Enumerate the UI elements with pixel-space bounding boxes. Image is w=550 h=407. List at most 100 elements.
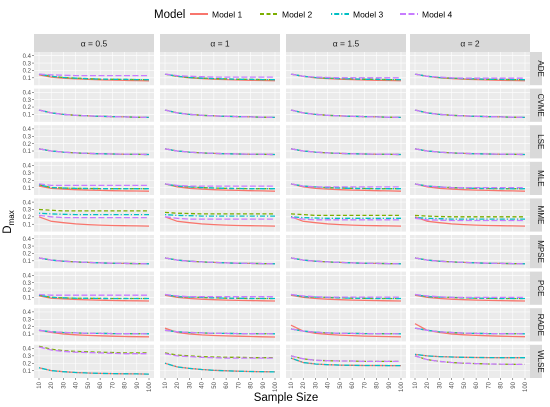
panel-pce-col3 — [286, 271, 406, 305]
series-line-model-2 — [38, 208, 149, 212]
series-line-model-4 — [290, 355, 401, 363]
row-strip-mpse — [528, 235, 542, 269]
series-line-model-3 — [38, 73, 150, 81]
x-tick-label: 70 — [362, 381, 368, 388]
panel-ade-col1 — [34, 52, 154, 86]
panel-mme-col4 — [410, 198, 530, 232]
panel-mpse-col1 — [34, 235, 154, 269]
x-tick-label: 40 — [74, 381, 80, 388]
panel-background — [34, 344, 154, 378]
panel-ade-col2 — [160, 52, 280, 86]
series-line-model-1 — [164, 294, 276, 302]
y-tick-label: 0.2 — [23, 142, 32, 148]
y-axis-title: Dmax — [2, 210, 16, 233]
y-axis-title-sub: max — [7, 210, 16, 225]
panel-rade-col3 — [286, 308, 406, 342]
series-line-model-4 — [290, 148, 402, 156]
series-line-model-4 — [38, 257, 150, 265]
row-strip-rade — [528, 308, 542, 342]
row-strip-wlse — [528, 344, 542, 378]
y-axis-title-main: D — [2, 225, 14, 233]
y-tick-label: 0.3 — [23, 354, 32, 360]
x-tick-label: 10 — [37, 381, 43, 388]
series-line-model-3 — [290, 183, 401, 190]
series-line-model-4 — [290, 328, 402, 335]
x-tick-label: 90 — [261, 381, 267, 388]
y-tick-label: 0.3 — [23, 98, 32, 104]
y-tick-label: 0.3 — [23, 317, 32, 323]
series-line-model-4 — [38, 293, 149, 296]
series-line-model-4 — [290, 293, 401, 298]
panel-wlse-col4: 10 20 30 40 50 60 70 80 90 100 — [410, 344, 530, 392]
panel-cvme-col1 — [34, 88, 154, 122]
series-line-model-1 — [38, 295, 150, 302]
series-line-model-1 — [164, 327, 276, 338]
x-tick-label: 10 — [289, 381, 295, 388]
y-tick-label: 0.1 — [23, 186, 32, 192]
series-line-model-4 — [164, 73, 275, 78]
y-tick-label: 0.4 — [23, 200, 32, 206]
series-line-model-2 — [164, 352, 275, 359]
series-line-model-3 — [164, 293, 275, 300]
series-line-model-4 — [290, 257, 402, 265]
panel-wlse-col3: 10 20 30 40 50 60 70 80 90 100 — [286, 344, 406, 392]
x-tick-label: 80 — [249, 381, 255, 388]
series-line-model-1 — [290, 183, 402, 192]
series-line-model-4 — [164, 216, 275, 220]
series-line-model-4 — [38, 329, 150, 335]
x-tick-label: 50 — [338, 381, 344, 388]
series-line-model-4 — [38, 214, 149, 219]
legend-item-2: Model 2 — [260, 10, 313, 20]
row-strip-label-wlse: WLSE — [536, 350, 545, 373]
panel-mle-col3 — [286, 161, 406, 195]
row-strips: ADE CVME LSE MLE MME MPSE PCE RADE WLSE — [528, 52, 545, 378]
col-strip-3 — [286, 34, 406, 52]
x-tick-label: 40 — [200, 381, 206, 388]
series-line-model-1 — [164, 216, 276, 227]
y-tick-label: 0.4 — [23, 347, 32, 353]
y-tick-label: 0.1 — [23, 332, 32, 338]
y-tick-label: 0.2 — [23, 215, 32, 221]
col-strip-label-2: α = 1 — [210, 39, 230, 49]
series-line-model-4 — [290, 109, 402, 119]
panel-lse-col1 — [34, 125, 154, 159]
y-tick-label: 0.2 — [23, 288, 32, 294]
row-strip-label-lse: LSE — [536, 134, 545, 149]
series-line-model-1 — [38, 329, 150, 338]
x-tick-label: 20 — [301, 381, 307, 388]
panel-lse-col3 — [286, 125, 406, 159]
series-line-model-1 — [38, 185, 150, 192]
panel-cvme-col2 — [160, 88, 280, 122]
panel-background — [34, 125, 154, 159]
panel-background — [34, 271, 154, 305]
panel-background — [286, 125, 406, 159]
col-strip-1 — [34, 34, 154, 52]
panel-mle-col4 — [410, 161, 530, 195]
x-tick-label: 40 — [450, 381, 456, 388]
y-tick-label: 0.4 — [23, 310, 32, 316]
x-tick-label: 10 — [163, 381, 169, 388]
panel-ade-col4 — [410, 52, 530, 86]
panel-wlse-col2: 10 20 30 40 50 60 70 80 90 100 — [160, 344, 280, 392]
panel-mle-col2 — [160, 161, 280, 195]
x-tick-label: 60 — [98, 381, 104, 388]
y-tick-label: 0.4 — [23, 164, 32, 170]
series-line-model-4 — [164, 329, 276, 335]
x-tick-label: 10 — [413, 381, 419, 388]
panel-pce-col1 — [34, 271, 154, 305]
row-strip-mle — [528, 161, 542, 195]
panel-background — [160, 198, 280, 232]
x-tick-label: 100 — [273, 381, 279, 392]
x-tick-label: 60 — [224, 381, 230, 388]
y-tick-label: 0.1 — [23, 76, 32, 82]
series-line-model-2 — [164, 211, 275, 215]
y-tick-label: 0.1 — [23, 369, 32, 375]
y-tick-label: 0.2 — [23, 252, 32, 258]
x-tick-label: 100 — [399, 381, 405, 392]
series-line-model-1 — [290, 294, 402, 302]
panel-ade-col3 — [286, 52, 406, 86]
series-line-model-1 — [164, 183, 276, 192]
row-strip-label-mle: MLE — [536, 170, 545, 186]
x-tick-label: 40 — [326, 381, 332, 388]
legend-label-4: Model 4 — [422, 10, 453, 20]
